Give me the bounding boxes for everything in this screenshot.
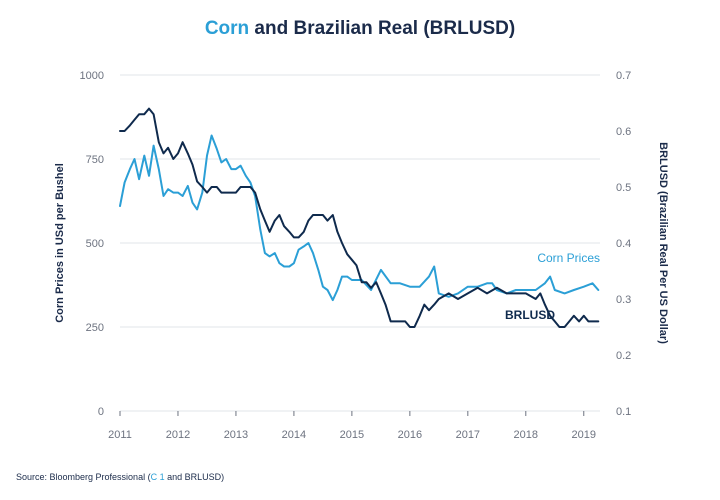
y-right-tick-label: 0.6 (616, 126, 631, 138)
x-tick-label: 2016 (398, 429, 422, 441)
x-tick-label: 2013 (224, 429, 248, 441)
series-annotation: Corn Prices (537, 251, 600, 265)
series-line-corn-prices (119, 134, 600, 302)
y-left-tick-label: 500 (86, 238, 104, 250)
y-right-tick-label: 0.3 (616, 294, 631, 306)
source-note: Source: Bloomberg Professional (C 1 and … (16, 472, 224, 482)
x-tick-label: 2019 (572, 429, 596, 441)
y-right-tick-label: 0.2 (616, 350, 631, 362)
chart-title: Corn and Brazilian Real (BRLUSD) (0, 18, 720, 40)
series-annotation: BRLUSD (505, 308, 555, 322)
x-tick-label: 2011 (108, 429, 132, 441)
source-suffix: and BRLUSD) (164, 472, 225, 482)
y-right-tick-label: 0.1 (616, 406, 631, 418)
chart-title-accent: Corn (204, 18, 250, 39)
y-right-tick-label: 0.7 (616, 70, 631, 82)
y-left-tick-label: 250 (86, 322, 104, 334)
y-left-tick-label: 750 (86, 154, 104, 166)
chart-title-rest: and Brazilian Real (BRLUSD) (249, 18, 516, 39)
x-tick-label: 2012 (166, 429, 190, 441)
y-right-tick-label: 0.4 (616, 238, 631, 250)
source-ticker: C 1 (150, 472, 165, 482)
y-right-tick-label: 0.5 (616, 182, 631, 194)
y-right-axis-title: BRLUSD (Brazilian Real Per US Dollar) (657, 142, 669, 344)
x-tick-label: 2014 (282, 429, 306, 441)
x-tick-label: 2017 (456, 429, 480, 441)
y-left-axis-title: Corn Prices in USd per Bushel (54, 163, 66, 323)
y-left-tick-label: 1000 (80, 70, 104, 82)
source-prefix: Source: Bloomberg Professional ( (16, 472, 151, 482)
x-tick-label: 2015 (340, 429, 364, 441)
x-tick-label: 2018 (514, 429, 538, 441)
y-left-tick-label: 0 (98, 406, 104, 418)
series-line-brlusd (119, 107, 600, 328)
